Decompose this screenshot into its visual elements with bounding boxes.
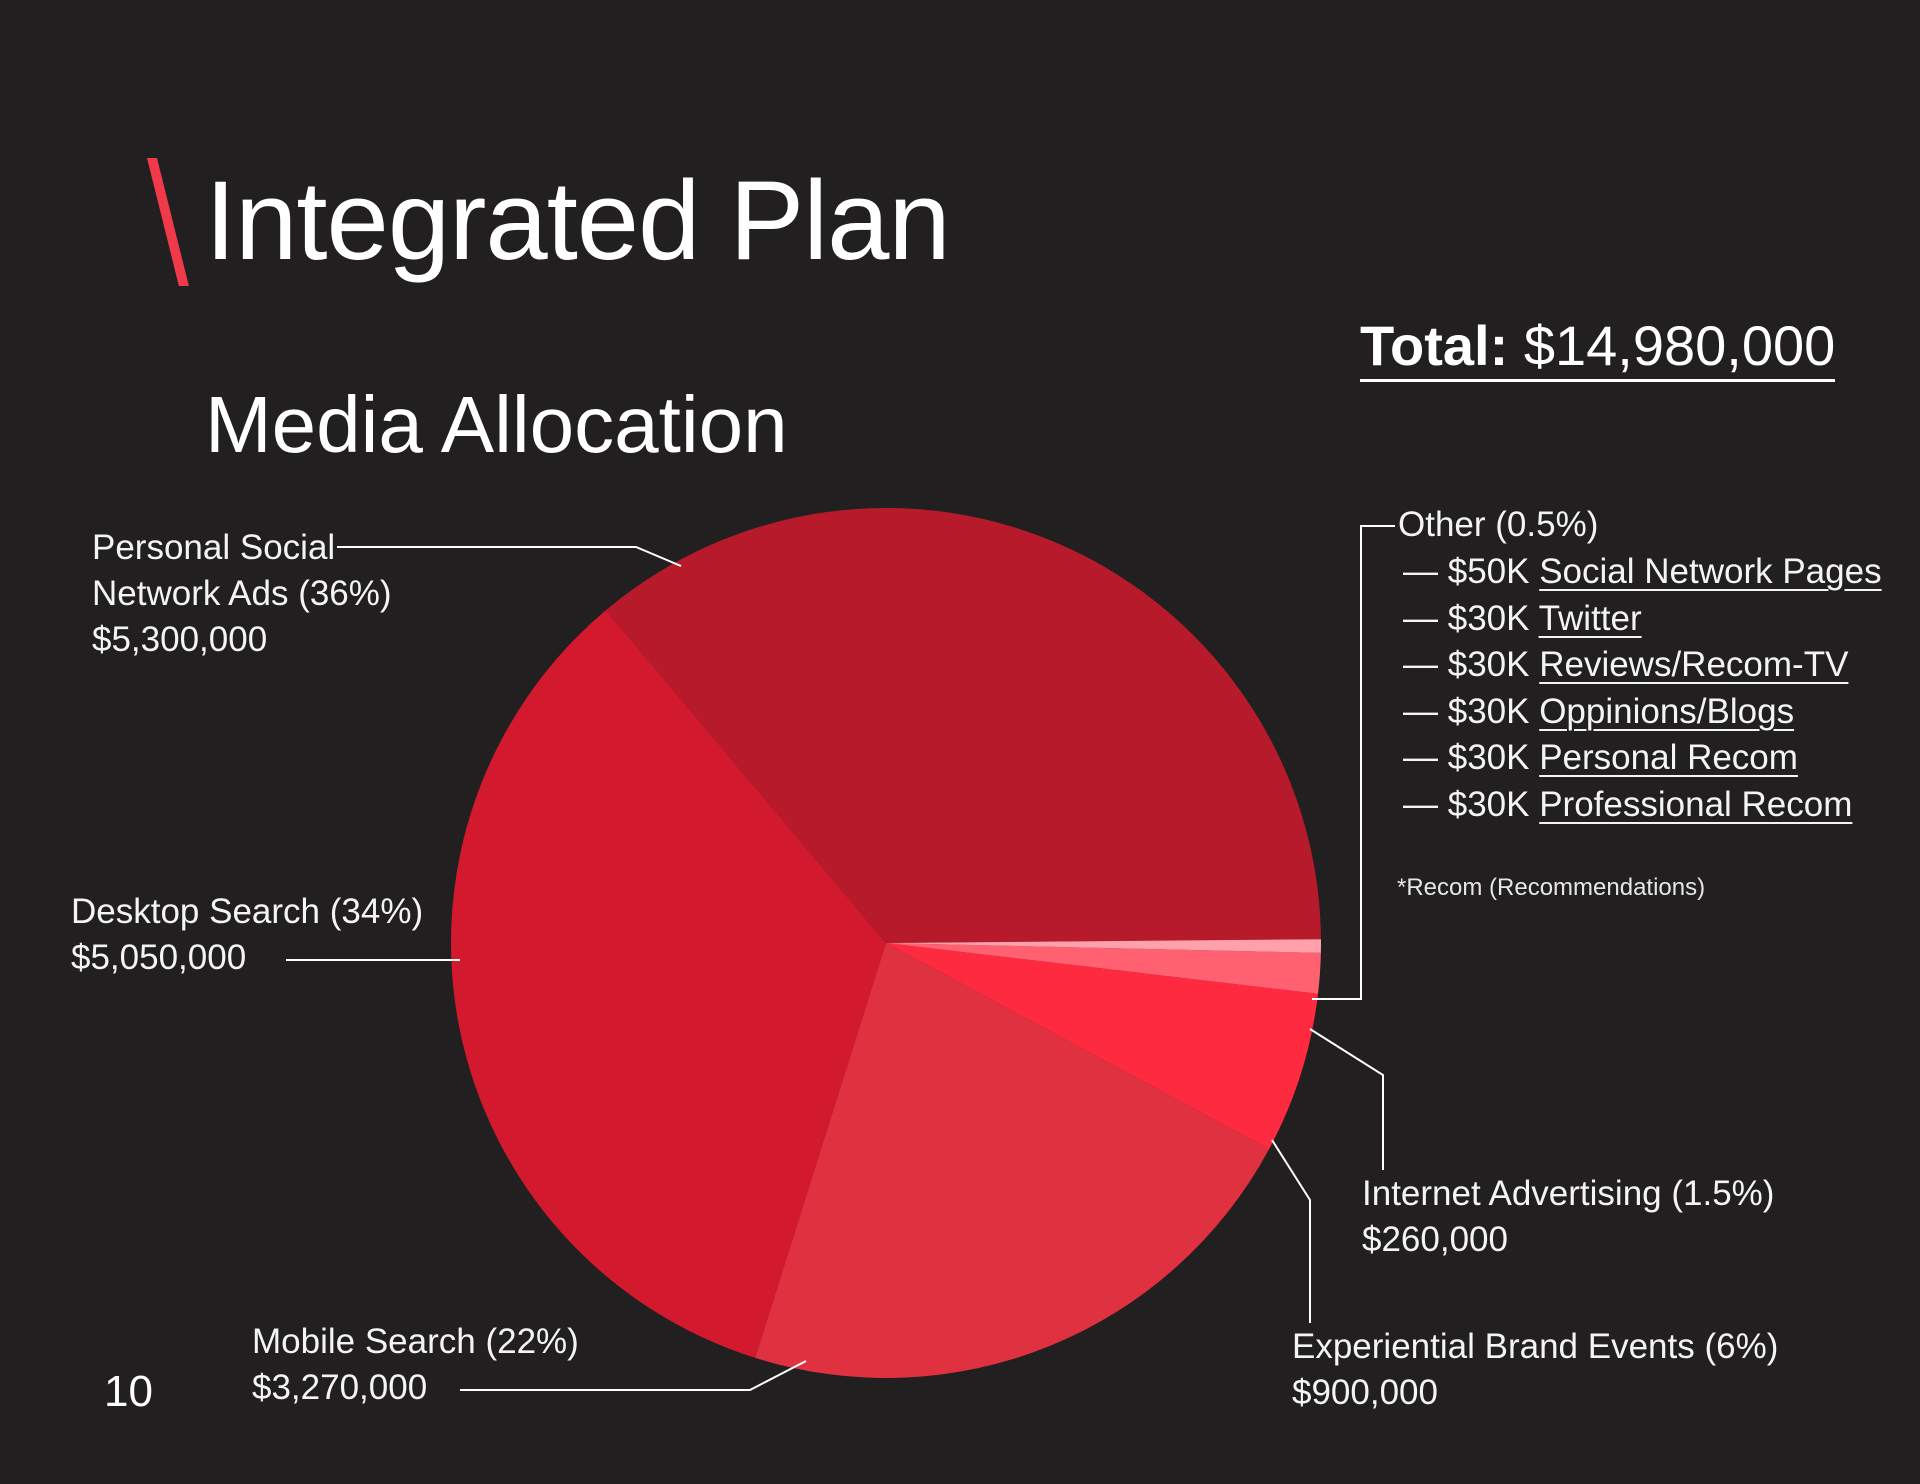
other-item-link[interactable]: Oppinions/Blogs — [1539, 691, 1795, 731]
label-line: Desktop Search (34%) — [71, 892, 424, 931]
page-number: 10 — [104, 1367, 153, 1416]
label-line: Internet Advertising (1.5%) — [1362, 1174, 1775, 1213]
pie-slice-personal-social-network-ads — [605, 508, 1321, 943]
list-item: — $30K Reviews/Recom-TV — [1403, 645, 1849, 684]
pie-slice-other — [886, 939, 1321, 953]
other-item-link[interactable]: Twitter — [1538, 598, 1642, 638]
leader-mobile-search — [460, 1360, 807, 1391]
label-value: $260,000 — [1362, 1220, 1508, 1259]
other-item-link[interactable]: Social Network Pages — [1539, 552, 1882, 591]
label-mobile-search: Mobile Search (22%) $3,270,000 — [252, 1319, 579, 1411]
pie-slice-internet-advertising — [886, 943, 1321, 994]
footnote: *Recom (Recommendations) — [1397, 874, 1706, 901]
leader-other — [1312, 525, 1395, 1000]
total-label: Total: — [1360, 314, 1509, 377]
label-experiential: Experiential Brand Events (6%) $900,000 — [1292, 1324, 1778, 1416]
label-line: Network Ads (36%) — [92, 574, 392, 613]
other-item-link[interactable]: Reviews/Recom-TV — [1539, 645, 1849, 684]
leader-experiential — [1271, 1139, 1311, 1323]
list-item: — $30K Twitter — [1403, 598, 1642, 638]
list-item: — $30K Oppinions/Blogs — [1403, 691, 1795, 731]
label-value: $5,050,000 — [71, 938, 247, 977]
pie-slice-mobile-search — [755, 943, 1270, 1379]
label-personal-social: Personal Social Network Ads (36%) $5,300… — [92, 525, 392, 663]
list-item: — $30K Professional Recom — [1403, 784, 1853, 824]
leader-internet-ad — [1309, 1028, 1384, 1170]
list-item: — $30K Personal Recom — [1403, 738, 1798, 777]
other-title: Other (0.5%) — [1398, 505, 1599, 544]
total-value: $14,980,000 — [1523, 314, 1836, 377]
list-item: — $50K Social Network Pages — [1403, 552, 1882, 591]
pie-slice-experiential-brand-events — [886, 943, 1319, 1150]
leader-personal-social — [337, 546, 682, 567]
label-value: $900,000 — [1292, 1373, 1438, 1412]
other-item-link[interactable]: Personal Recom — [1539, 738, 1798, 777]
label-line: Mobile Search (22%) — [252, 1322, 579, 1361]
label-desktop-search: Desktop Search (34%) $5,050,000 — [71, 889, 423, 981]
other-breakdown-list: — $50K Social Network Pages — $30K Twitt… — [1403, 549, 1882, 828]
total-budget: Total: $14,980,000 — [1360, 314, 1836, 382]
label-line: Personal Social — [92, 528, 336, 567]
chart-subtitle: Media Allocation — [205, 380, 788, 469]
page-title: Integrated Plan — [205, 158, 951, 283]
label-line: Experiential Brand Events (6%) — [1292, 1327, 1779, 1366]
other-item-link[interactable]: Professional Recom — [1539, 784, 1853, 824]
pie-slice-desktop-search — [450, 610, 886, 1358]
label-internet-ad: Internet Advertising (1.5%) $260,000 — [1362, 1171, 1774, 1263]
label-value: $3,270,000 — [252, 1368, 428, 1407]
label-value: $5,300,000 — [92, 620, 268, 659]
